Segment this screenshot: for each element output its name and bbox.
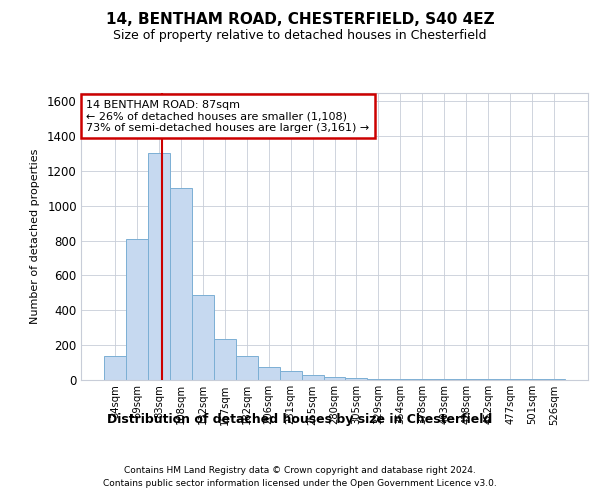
- Bar: [521, 379, 543, 380]
- Bar: [257, 367, 280, 380]
- Bar: [192, 294, 214, 380]
- Text: Size of property relative to detached houses in Chesterfield: Size of property relative to detached ho…: [113, 29, 487, 42]
- Y-axis label: Number of detached properties: Number of detached properties: [30, 148, 40, 324]
- Bar: [389, 379, 412, 380]
- Bar: [280, 372, 302, 380]
- Bar: [104, 356, 126, 380]
- Bar: [455, 379, 477, 380]
- Bar: [543, 379, 565, 380]
- Bar: [346, 378, 367, 380]
- Text: 14 BENTHAM ROAD: 87sqm
← 26% of detached houses are smaller (1,108)
73% of semi-: 14 BENTHAM ROAD: 87sqm ← 26% of detached…: [86, 100, 370, 133]
- Text: Contains HM Land Registry data © Crown copyright and database right 2024.: Contains HM Land Registry data © Crown c…: [124, 466, 476, 475]
- Bar: [367, 379, 389, 380]
- Text: Distribution of detached houses by size in Chesterfield: Distribution of detached houses by size …: [107, 412, 493, 426]
- Bar: [477, 379, 499, 380]
- Text: Contains public sector information licensed under the Open Government Licence v3: Contains public sector information licen…: [103, 479, 497, 488]
- Bar: [236, 356, 257, 380]
- Bar: [170, 188, 192, 380]
- Text: 14, BENTHAM ROAD, CHESTERFIELD, S40 4EZ: 14, BENTHAM ROAD, CHESTERFIELD, S40 4EZ: [106, 12, 494, 28]
- Bar: [126, 239, 148, 380]
- Bar: [323, 376, 346, 380]
- Bar: [214, 339, 236, 380]
- Bar: [412, 379, 433, 380]
- Bar: [302, 375, 323, 380]
- Bar: [499, 379, 521, 380]
- Bar: [148, 154, 170, 380]
- Bar: [433, 379, 455, 380]
